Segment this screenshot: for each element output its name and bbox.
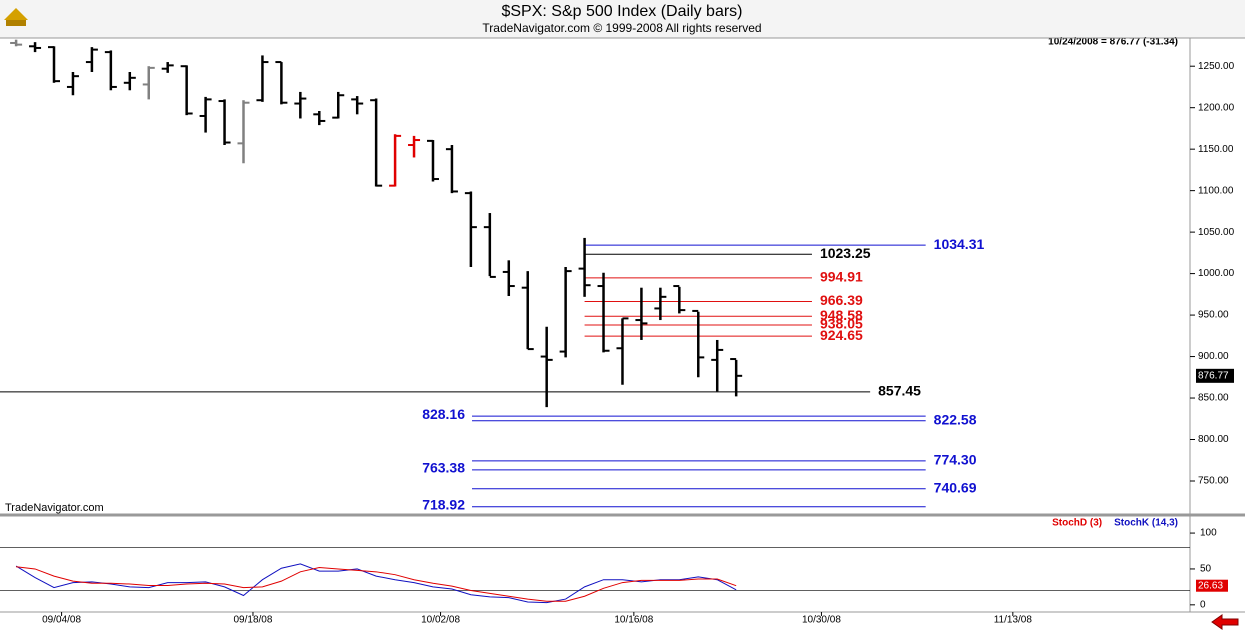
y-tick-label: 850.00 [1198, 393, 1229, 404]
x-tick-label: 09/04/08 [42, 615, 81, 626]
level-label: 763.38 [422, 460, 465, 476]
level-label: 938.05 [820, 316, 863, 332]
y-tick-label: 100 [1200, 528, 1217, 539]
x-tick-label: 10/16/08 [614, 615, 653, 626]
level-label: 994.91 [820, 269, 863, 285]
header-bg [0, 0, 1245, 38]
legend-entry: StochK (14,3) [1114, 518, 1178, 529]
watermark: TradeNavigator.com [5, 502, 104, 514]
y-tick-label: 1200.00 [1198, 102, 1235, 113]
last-price: 876.77 [1198, 370, 1229, 381]
x-tick-label: 10/02/08 [421, 615, 460, 626]
y-tick-label: 950.00 [1198, 310, 1229, 321]
y-tick-label: 750.00 [1198, 476, 1229, 487]
y-tick-label: 1150.00 [1198, 144, 1234, 155]
stoch-line [15, 563, 737, 604]
level-label: 924.65 [820, 327, 863, 343]
stoch-line [16, 566, 737, 602]
level-label: 948.58 [820, 307, 863, 323]
nav-arrow[interactable] [1211, 614, 1239, 630]
y-tick-label: 1000.00 [1198, 268, 1235, 279]
level-label: 774.30 [934, 452, 977, 468]
y-tick-label: 0 [1200, 599, 1206, 610]
level-label: 740.69 [934, 479, 977, 495]
chart-title: $SPX: S&p 500 Index (Daily bars) [501, 3, 742, 20]
x-tick-label: 09/18/08 [234, 615, 273, 626]
y-tick-label: 900.00 [1198, 351, 1229, 362]
y-tick-label: 800.00 [1198, 434, 1229, 445]
chart-subtitle: TradeNavigator.com © 1999-2008 All right… [482, 21, 761, 35]
level-label: 1023.25 [820, 245, 871, 261]
logo [4, 8, 28, 26]
last-value: 26.63 [1198, 580, 1223, 591]
y-tick-label: 1100.00 [1198, 185, 1234, 196]
x-tick-label: 10/30/08 [802, 615, 841, 626]
level-label: 857.45 [878, 383, 921, 399]
last-price-box [1196, 368, 1234, 383]
x-tick-label: 11/13/08 [994, 615, 1033, 626]
y-tick-label: 1250.00 [1198, 61, 1235, 72]
level-label: 1034.31 [934, 236, 985, 252]
y-tick-label: 50 [1200, 564, 1212, 575]
last-value-box [1196, 579, 1228, 592]
level-label: 966.39 [820, 292, 863, 308]
level-label: 828.16 [422, 406, 465, 422]
last-info: 10/24/2008 = 876.77 (-31.34) [1048, 37, 1178, 48]
legend-entry: StochD (3) [1052, 518, 1102, 529]
y-tick-label: 1050.00 [1198, 227, 1235, 238]
level-label: 822.58 [934, 411, 977, 427]
level-label: 718.92 [422, 496, 465, 512]
